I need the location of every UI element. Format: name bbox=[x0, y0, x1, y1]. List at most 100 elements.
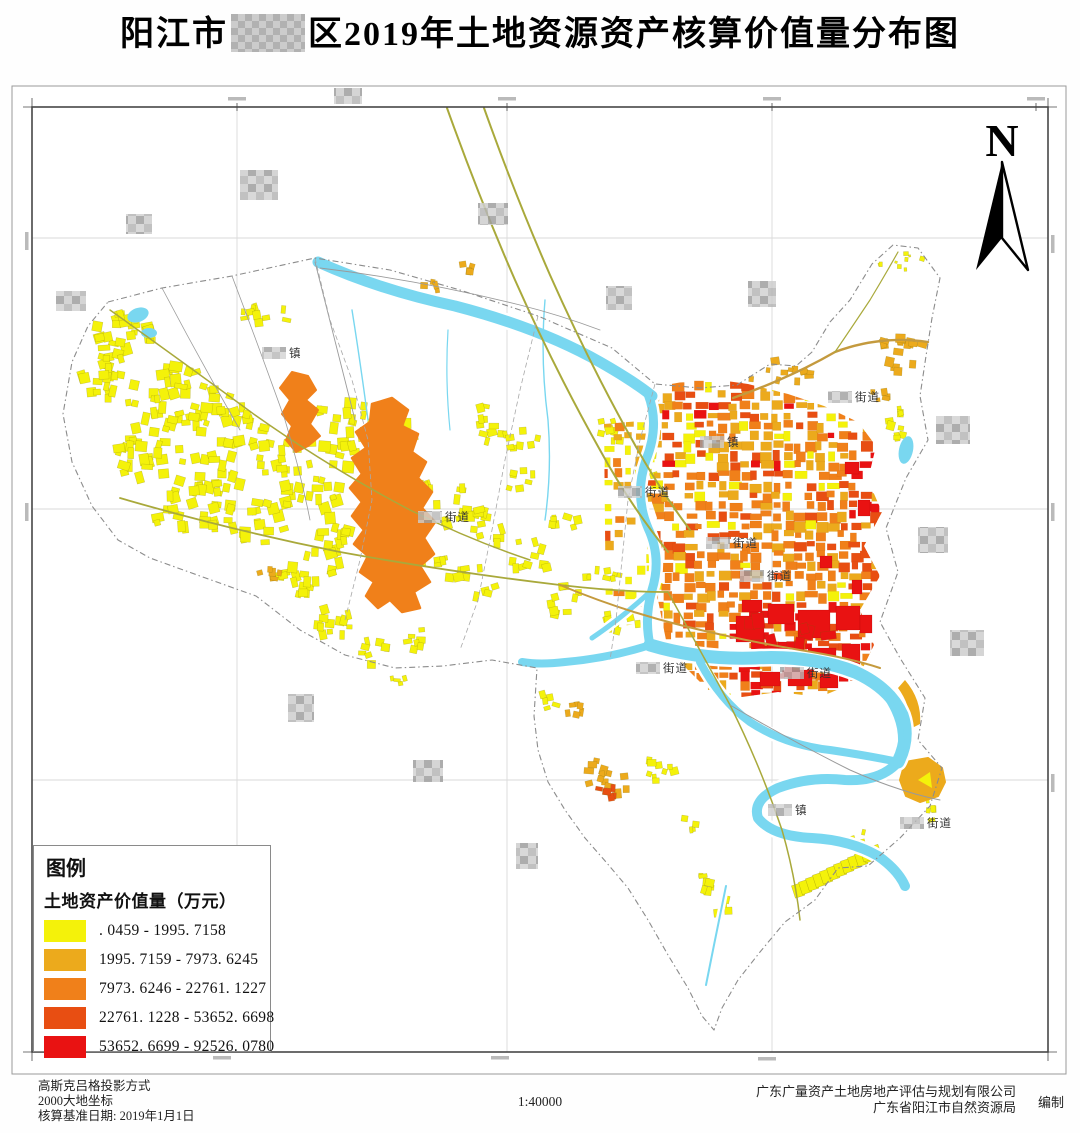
parcel-cluster bbox=[313, 603, 353, 641]
parcel-cluster bbox=[458, 260, 476, 276]
tick-label-smudge bbox=[763, 97, 781, 101]
censored-label-block bbox=[936, 416, 970, 444]
censored-label-prefix bbox=[740, 570, 764, 582]
boundary-layer bbox=[62, 244, 943, 1031]
parcel-cluster bbox=[870, 387, 891, 403]
parcel-cluster bbox=[402, 627, 426, 655]
censored-label-prefix bbox=[618, 486, 642, 498]
legend-item: 22761. 1228 - 53652. 6698 bbox=[44, 1007, 274, 1029]
parcel-cluster bbox=[582, 565, 623, 583]
parcel-cluster bbox=[538, 689, 561, 712]
censored-label-prefix bbox=[780, 667, 804, 679]
legend-swatch bbox=[44, 1007, 86, 1029]
legend-box: 图例 土地资产价值量（万元） . 0459 - 1995. 7158 1995. … bbox=[33, 845, 274, 1058]
censored-label-block bbox=[334, 88, 362, 104]
parcel-cluster bbox=[564, 701, 585, 719]
censored-label-block bbox=[240, 170, 278, 200]
parcel-cluster bbox=[76, 348, 126, 403]
title-suffix: 区2019年土地资源资产核算价值量分布图 bbox=[308, 16, 960, 53]
legend-item-label: 22761. 1228 - 53652. 6698 bbox=[99, 1009, 275, 1026]
parcel-cluster bbox=[877, 251, 926, 272]
parcel-cluster bbox=[505, 467, 536, 493]
map-label-suffix: 街道 bbox=[855, 390, 880, 404]
parcel-cluster bbox=[463, 505, 506, 549]
map-label: 街道 bbox=[706, 536, 758, 550]
map-label: 镇 bbox=[700, 435, 739, 449]
censored-label-prefix bbox=[636, 662, 660, 674]
agency-line-1: 广东广量资产土地房地产评估与规划有限公司 bbox=[755, 1084, 1016, 1099]
parcel-cluster bbox=[303, 511, 356, 578]
censored-label-prefix bbox=[700, 436, 724, 448]
orange-blob-small bbox=[279, 371, 321, 453]
parcel-layer bbox=[76, 251, 946, 918]
parcel-cluster bbox=[223, 498, 290, 546]
neatline-layer bbox=[23, 97, 1057, 1061]
map-label: 镇 bbox=[768, 803, 808, 817]
tick-label-smudge bbox=[1051, 774, 1055, 792]
parcel-cluster bbox=[240, 302, 292, 328]
tick-label-smudge bbox=[213, 1056, 231, 1060]
map-label-suffix: 街道 bbox=[927, 816, 952, 830]
golden-crescent bbox=[898, 680, 921, 728]
parcel-cluster bbox=[748, 356, 815, 386]
censored-label-prefix bbox=[900, 817, 924, 829]
legend-item-label: 1995. 7159 - 7973. 6245 bbox=[99, 951, 259, 968]
parcel-cluster bbox=[420, 278, 441, 294]
north-arrow: N bbox=[976, 115, 1030, 272]
page-title: 阳江市 区2019年土地资源资产核算价值量分布图 bbox=[0, 6, 1080, 55]
parcel-cluster bbox=[884, 405, 908, 442]
map-label-suffix: 街道 bbox=[807, 666, 832, 680]
north-arrow-label: N bbox=[985, 115, 1018, 166]
legend-swatch bbox=[44, 1036, 86, 1058]
legend-item: 7973. 6246 - 22761. 1227 bbox=[44, 978, 270, 1000]
censored-district-name bbox=[231, 14, 305, 52]
map-label-suffix: 街道 bbox=[767, 569, 792, 583]
map-label: 街道 bbox=[780, 666, 832, 680]
map-label-suffix: 街道 bbox=[733, 536, 758, 550]
censored-label-prefix bbox=[262, 347, 286, 359]
parcel-cluster bbox=[444, 563, 500, 602]
censored-label-block bbox=[56, 291, 86, 311]
tick-label-smudge bbox=[25, 503, 29, 521]
parcel-cluster bbox=[548, 512, 583, 531]
parcel-cluster bbox=[594, 784, 617, 802]
legend-item-label: 53652. 6699 - 92526. 0780 bbox=[99, 1038, 275, 1055]
parcel-cluster bbox=[508, 536, 553, 574]
legend-subtitle: 土地资产价值量（万元） bbox=[44, 892, 237, 911]
parcel-cluster bbox=[256, 566, 283, 582]
legend-swatch bbox=[44, 949, 86, 971]
map-label-suffix: 街道 bbox=[645, 485, 670, 499]
north-arrow-right-half bbox=[1000, 160, 1030, 272]
tick-label-smudge bbox=[1051, 503, 1055, 521]
censored-label-block bbox=[516, 843, 538, 869]
map-label: 街道 bbox=[740, 569, 792, 583]
tick-label-smudge bbox=[1051, 235, 1055, 253]
map-label-suffix: 镇 bbox=[795, 803, 808, 817]
legend-title: 图例 bbox=[46, 858, 86, 880]
parcel-cluster bbox=[173, 450, 246, 497]
map-label: 街道 bbox=[618, 485, 670, 499]
title-prefix: 阳江市 bbox=[120, 16, 228, 53]
parcel-cluster bbox=[680, 814, 700, 834]
legend-items: . 0459 - 1995. 7158 1995. 7159 - 7973. 62… bbox=[44, 920, 274, 1058]
censored-label-block bbox=[606, 286, 632, 310]
footer-projection-info: 高斯克吕格投影方式 2000大地坐标 核算基准日期: 2019年1月1日 bbox=[38, 1079, 195, 1124]
tick-label-smudge bbox=[25, 232, 29, 250]
parcel-cluster bbox=[187, 392, 270, 450]
tick-label-smudge bbox=[498, 97, 516, 101]
legend-item: . 0459 - 1995. 7158 bbox=[44, 920, 270, 942]
parcel-cluster bbox=[925, 798, 937, 823]
legend-item-label: . 0459 - 1995. 7158 bbox=[99, 922, 227, 939]
map-label-suffix: 街道 bbox=[445, 510, 470, 524]
censored-label-block bbox=[950, 630, 984, 656]
legend-item: 1995. 7159 - 7973. 6245 bbox=[44, 949, 270, 971]
datum-line: 2000大地坐标 bbox=[38, 1094, 114, 1108]
district-boundary bbox=[62, 244, 943, 1031]
parcel-cluster bbox=[272, 561, 320, 599]
parcel-cluster bbox=[583, 757, 630, 799]
censored-label-prefix bbox=[768, 804, 792, 816]
map-label-suffix: 镇 bbox=[289, 346, 302, 360]
censored-label-block bbox=[288, 694, 314, 722]
